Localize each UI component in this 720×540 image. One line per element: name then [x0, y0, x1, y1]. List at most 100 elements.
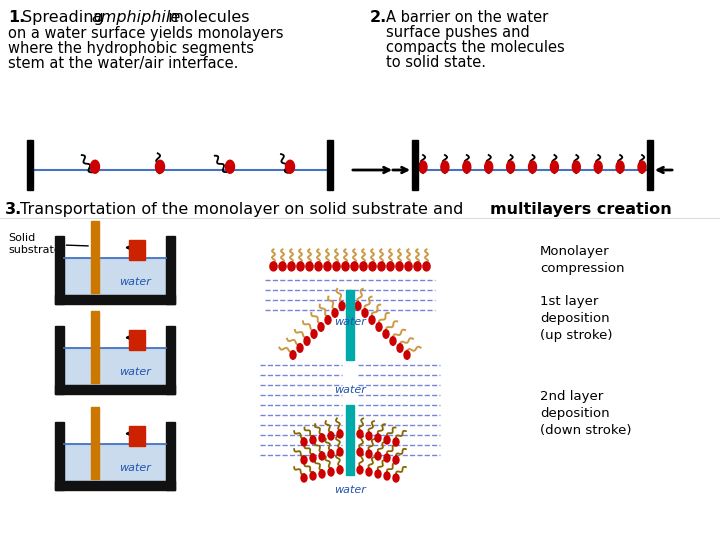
Ellipse shape — [333, 262, 340, 271]
Ellipse shape — [304, 337, 310, 345]
Ellipse shape — [319, 452, 325, 460]
Ellipse shape — [286, 160, 294, 173]
Ellipse shape — [315, 262, 322, 271]
Ellipse shape — [390, 337, 396, 345]
Ellipse shape — [393, 438, 399, 446]
Ellipse shape — [376, 323, 382, 331]
Bar — [55, 385, 175, 394]
Ellipse shape — [290, 351, 296, 359]
Ellipse shape — [357, 430, 363, 438]
Ellipse shape — [339, 302, 345, 310]
Bar — [91, 221, 99, 293]
Text: water: water — [334, 317, 366, 327]
Ellipse shape — [393, 456, 399, 464]
Ellipse shape — [332, 309, 338, 317]
Ellipse shape — [366, 432, 372, 440]
Ellipse shape — [310, 436, 316, 444]
Text: water: water — [334, 485, 366, 495]
Ellipse shape — [337, 466, 343, 474]
Ellipse shape — [572, 161, 580, 173]
Text: water: water — [119, 367, 151, 377]
Ellipse shape — [357, 466, 363, 474]
Ellipse shape — [404, 351, 410, 359]
Ellipse shape — [311, 330, 317, 338]
Ellipse shape — [441, 161, 449, 173]
Ellipse shape — [225, 160, 235, 173]
Ellipse shape — [528, 161, 536, 173]
Bar — [412, 140, 418, 190]
Ellipse shape — [279, 262, 286, 271]
Text: 1.: 1. — [8, 10, 25, 25]
Bar — [64, 443, 166, 481]
Text: Transportation of the monolayer on solid substrate and: Transportation of the monolayer on solid… — [20, 202, 469, 217]
Bar — [91, 407, 99, 479]
Bar — [166, 326, 175, 394]
Text: 3.: 3. — [5, 202, 22, 217]
Bar — [129, 240, 145, 260]
Text: 2.: 2. — [370, 10, 387, 25]
Ellipse shape — [324, 262, 331, 271]
Text: water: water — [119, 277, 151, 287]
Text: to solid state.: to solid state. — [386, 55, 486, 70]
Ellipse shape — [297, 262, 304, 271]
Ellipse shape — [288, 262, 295, 271]
Ellipse shape — [393, 474, 399, 482]
Ellipse shape — [396, 262, 403, 271]
Ellipse shape — [301, 438, 307, 446]
Bar — [129, 426, 145, 446]
Bar — [64, 258, 166, 295]
Ellipse shape — [306, 262, 313, 271]
Ellipse shape — [383, 330, 389, 338]
Bar — [55, 422, 64, 490]
Bar — [55, 295, 175, 304]
Bar — [129, 329, 145, 349]
Ellipse shape — [328, 432, 334, 440]
Ellipse shape — [301, 474, 307, 482]
Text: surface pushes and: surface pushes and — [386, 25, 530, 40]
Ellipse shape — [369, 262, 376, 271]
Ellipse shape — [318, 323, 324, 331]
Ellipse shape — [384, 472, 390, 480]
Bar — [64, 348, 166, 385]
Ellipse shape — [378, 262, 385, 271]
Ellipse shape — [366, 450, 372, 458]
Text: Spreading: Spreading — [22, 10, 109, 25]
Text: 2nd layer
deposition
(down stroke): 2nd layer deposition (down stroke) — [540, 390, 631, 437]
Bar — [91, 311, 99, 383]
Text: Monolayer
compression: Monolayer compression — [540, 245, 624, 275]
Ellipse shape — [156, 160, 164, 173]
Bar — [346, 405, 354, 475]
Ellipse shape — [355, 302, 361, 310]
Ellipse shape — [297, 344, 303, 352]
Ellipse shape — [328, 450, 334, 458]
Text: water: water — [334, 385, 366, 395]
Bar — [647, 140, 653, 190]
Ellipse shape — [362, 309, 368, 317]
Bar — [166, 236, 175, 304]
Ellipse shape — [550, 161, 559, 173]
Ellipse shape — [310, 472, 316, 480]
Ellipse shape — [419, 161, 427, 173]
Ellipse shape — [337, 430, 343, 438]
Text: compacts the molecules: compacts the molecules — [386, 40, 564, 55]
Ellipse shape — [328, 468, 334, 476]
Ellipse shape — [594, 161, 602, 173]
Ellipse shape — [375, 470, 381, 478]
Ellipse shape — [423, 262, 430, 271]
Bar — [327, 140, 333, 190]
Ellipse shape — [414, 262, 421, 271]
Text: Solid
substrate: Solid substrate — [8, 233, 89, 255]
Ellipse shape — [310, 454, 316, 462]
Ellipse shape — [405, 262, 412, 271]
Text: water: water — [119, 463, 151, 473]
Ellipse shape — [384, 436, 390, 444]
Ellipse shape — [351, 262, 358, 271]
Bar — [55, 236, 64, 304]
Text: multilayers creation: multilayers creation — [490, 202, 672, 217]
Ellipse shape — [397, 344, 403, 352]
Text: 1st layer
deposition
(up stroke): 1st layer deposition (up stroke) — [540, 295, 613, 342]
Ellipse shape — [616, 161, 624, 173]
Ellipse shape — [375, 452, 381, 460]
Ellipse shape — [375, 434, 381, 442]
Ellipse shape — [360, 262, 367, 271]
